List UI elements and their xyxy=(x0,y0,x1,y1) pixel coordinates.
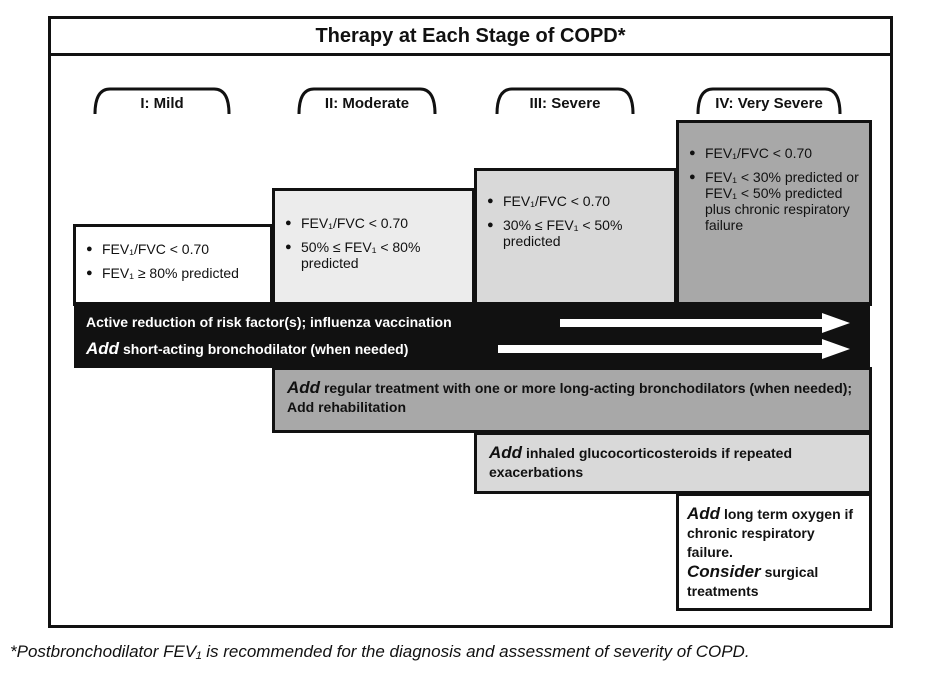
stage-bracket-icon xyxy=(495,87,635,115)
consider-emphasis: Consider xyxy=(687,562,761,581)
title-bar: Therapy at Each Stage of COPD* xyxy=(48,16,893,56)
treatment-box-moderate: Add regular treatment with one or more l… xyxy=(272,367,872,433)
criteria-item: FEV₁/FVC < 0.70 xyxy=(283,215,464,231)
stage-label: I: Mild xyxy=(140,94,184,112)
criteria-item: FEV₁/FVC < 0.70 xyxy=(687,145,861,161)
band-line-bronchodilator: Add short-acting bronchodilator (when ne… xyxy=(86,339,408,359)
band-text: short-acting bronchodilator (when needed… xyxy=(122,341,409,357)
criteria-box-moderate: FEV₁/FVC < 0.70 50% ≤ FEV₁ < 80% predict… xyxy=(272,188,475,306)
treatment-text: regular treatment with one or more long-… xyxy=(287,380,853,415)
arrow-right-icon xyxy=(560,313,850,333)
band-line-risk: Active reduction of risk factor(s); infl… xyxy=(86,314,452,330)
treatment-box-very-severe: Add long term oxygen if chronic respirat… xyxy=(676,493,872,611)
stage-label: II: Moderate xyxy=(324,94,410,112)
all-stages-band: Active reduction of risk factor(s); infl… xyxy=(74,302,870,368)
treatment-text: long term oxygen if chronic respiratory … xyxy=(687,506,854,560)
criteria-box-severe: FEV₁/FVC < 0.70 30% ≤ FEV₁ < 50% predict… xyxy=(474,168,677,306)
criteria-item: FEV₁ ≥ 80% predicted xyxy=(84,265,262,281)
stage-header-moderate: II: Moderate xyxy=(296,84,438,116)
band-text: Active reduction of risk factor(s); infl… xyxy=(86,314,452,330)
stage-bracket-icon xyxy=(93,87,231,115)
add-emphasis: Add xyxy=(86,339,120,358)
add-emphasis: Add xyxy=(489,443,523,462)
stage-header-mild: I: Mild xyxy=(92,84,232,116)
page-title: Therapy at Each Stage of COPD* xyxy=(315,24,626,47)
criteria-item: FEV₁/FVC < 0.70 xyxy=(485,193,666,209)
treatment-box-severe: Add inhaled glucocorticosteroids if repe… xyxy=(474,432,872,494)
add-emphasis: Add xyxy=(687,504,721,523)
stage-header-severe: III: Severe xyxy=(494,84,636,116)
criteria-item: FEV₁/FVC < 0.70 xyxy=(84,241,262,257)
criteria-box-very-severe: FEV₁/FVC < 0.70 FEV₁ < 30% predicted or … xyxy=(676,120,872,306)
treatment-text: surgical treatments xyxy=(687,564,819,599)
criteria-box-mild: FEV₁/FVC < 0.70 FEV₁ ≥ 80% predicted xyxy=(73,224,273,306)
stage-bracket-icon xyxy=(696,87,842,115)
stage-label: IV: Very Severe xyxy=(715,94,823,112)
stage-bracket-icon xyxy=(297,87,437,115)
criteria-item: 50% ≤ FEV₁ < 80% predicted xyxy=(283,239,464,271)
add-emphasis: Add xyxy=(287,378,321,397)
stage-header-very-severe: IV: Very Severe xyxy=(695,84,843,116)
stage-label: III: Severe xyxy=(529,94,601,112)
treatment-text: inhaled glucocorticosteroids if repeated… xyxy=(489,445,792,480)
criteria-item: FEV₁ < 30% predicted or FEV₁ < 50% predi… xyxy=(687,169,861,233)
arrow-right-icon xyxy=(498,339,850,359)
footnote: *Postbronchodilator FEV₁ is recommended … xyxy=(10,642,750,661)
criteria-item: 30% ≤ FEV₁ < 50% predicted xyxy=(485,217,666,249)
